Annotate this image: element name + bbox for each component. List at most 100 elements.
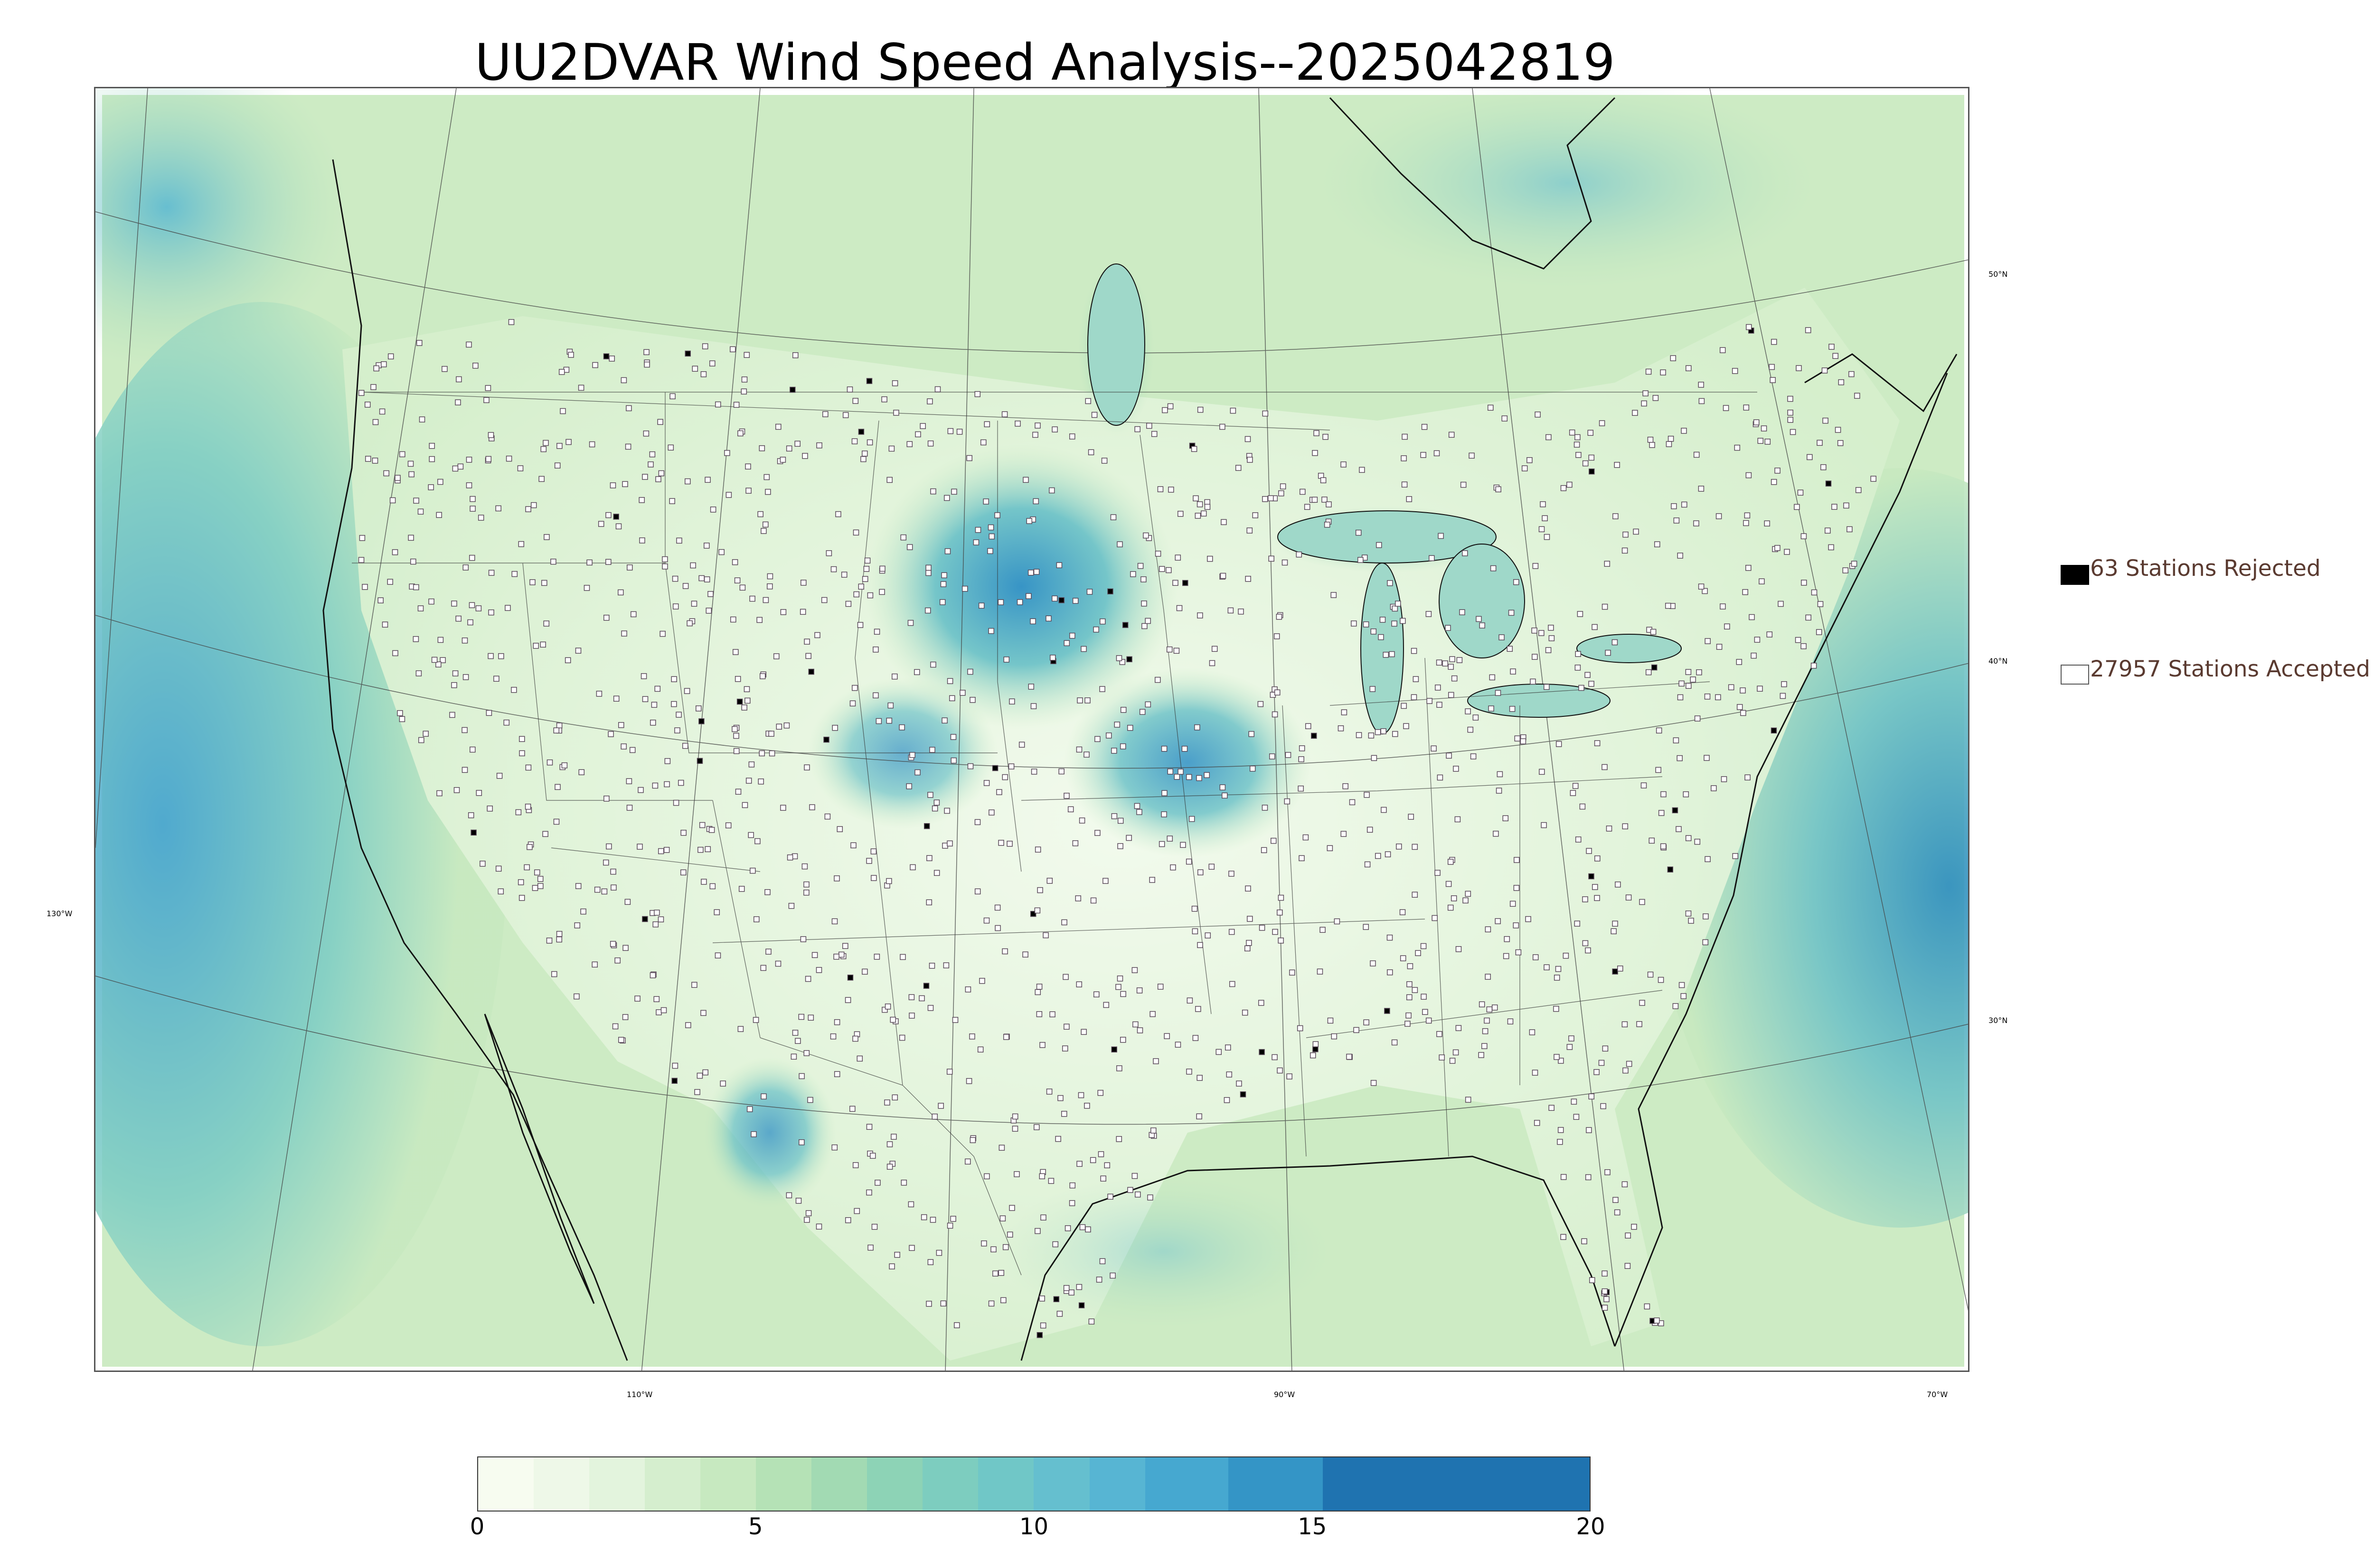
station-accepted <box>1115 984 1121 990</box>
station-accepted <box>1678 982 1685 988</box>
station-accepted <box>966 455 972 461</box>
station-accepted <box>553 727 560 733</box>
station-accepted <box>927 398 933 404</box>
station-accepted <box>413 584 419 591</box>
station-accepted <box>1299 745 1305 751</box>
station-accepted <box>435 661 442 667</box>
station-accepted <box>1579 803 1586 810</box>
station-accepted <box>1002 948 1008 955</box>
station-accepted <box>930 1217 936 1223</box>
station-accepted <box>914 769 921 776</box>
station-accepted <box>1406 496 1413 502</box>
station-accepted <box>800 936 807 942</box>
station-accepted <box>967 668 973 675</box>
station-accepted <box>565 439 572 445</box>
station-accepted <box>1094 736 1101 742</box>
station-accepted <box>761 1093 767 1099</box>
station-accepted <box>537 883 544 889</box>
station-accepted <box>1571 1099 1577 1105</box>
station-accepted <box>1572 783 1579 789</box>
station-accepted <box>1594 740 1601 746</box>
station-accepted <box>1507 1018 1514 1024</box>
station-accepted <box>416 340 423 346</box>
station-accepted <box>1751 652 1757 659</box>
station-rejected <box>698 718 705 724</box>
station-accepted <box>1258 1000 1264 1006</box>
station-accepted <box>1030 703 1037 709</box>
station-accepted <box>1196 1113 1202 1119</box>
station-accepted <box>1249 765 1256 772</box>
station-rejected <box>1182 580 1188 586</box>
station-accepted <box>1396 843 1402 850</box>
station-accepted <box>1454 816 1461 823</box>
station-accepted <box>1495 918 1501 924</box>
station-accepted <box>1602 1045 1609 1052</box>
station-accepted <box>1381 807 1387 813</box>
station-accepted <box>1277 909 1283 916</box>
station-accepted <box>1003 1034 1009 1040</box>
station-accepted <box>511 686 517 693</box>
station-rejected <box>1588 873 1594 880</box>
station-accepted <box>1380 728 1386 734</box>
colorbar-tick-label: 20 <box>1576 1513 1605 1540</box>
meridian-80w <box>1472 88 1625 1371</box>
station-accepted <box>1370 960 1376 967</box>
station-accepted <box>1436 659 1442 666</box>
station-accepted <box>639 497 645 503</box>
station-accepted <box>1472 714 1479 721</box>
station-accepted <box>618 722 624 728</box>
station-accepted <box>1204 504 1211 510</box>
station-accepted <box>871 1223 878 1230</box>
station-accepted <box>932 1113 938 1120</box>
station-accepted <box>1131 1173 1138 1179</box>
station-accepted <box>1276 613 1282 620</box>
station-accepted <box>1111 748 1117 754</box>
station-accepted <box>1103 1002 1110 1008</box>
station-accepted <box>707 591 714 597</box>
station-accepted <box>637 844 643 850</box>
station-accepted <box>1106 732 1112 739</box>
station-accepted <box>780 457 786 463</box>
station-accepted <box>949 695 955 702</box>
station-accepted <box>1502 815 1509 821</box>
station-accepted <box>540 446 547 452</box>
wind-speed-map[interactable]: 50°N 40°N 30°N <box>94 87 1969 1372</box>
station-accepted <box>1188 816 1195 822</box>
station-accepted <box>938 1103 944 1109</box>
station-accepted <box>1581 1238 1587 1245</box>
station-accepted <box>983 780 990 786</box>
station-accepted <box>879 589 885 595</box>
station-accepted <box>1577 611 1583 617</box>
station-accepted <box>1145 618 1151 624</box>
station-accepted <box>672 575 678 582</box>
station-accepted <box>1574 920 1581 927</box>
station-accepted <box>1002 1244 1009 1250</box>
station-accepted <box>983 498 989 505</box>
station-accepted <box>1272 929 1278 935</box>
station-accepted <box>1497 771 1503 778</box>
station-accepted <box>1094 830 1101 836</box>
station-accepted <box>803 881 810 888</box>
station-accepted <box>452 670 459 676</box>
station-accepted <box>1800 533 1807 539</box>
station-accepted <box>610 482 616 488</box>
station-accepted <box>845 997 851 1003</box>
station-accepted <box>1127 724 1133 731</box>
station-accepted <box>1136 809 1142 815</box>
station-accepted <box>1245 576 1251 582</box>
station-accepted <box>1573 441 1580 448</box>
station-accepted <box>1690 676 1696 683</box>
station-accepted <box>1545 434 1552 441</box>
station-accepted <box>929 747 935 753</box>
station-accepted <box>466 457 472 463</box>
station-accepted <box>639 537 645 544</box>
station-accepted <box>1622 1067 1629 1074</box>
station-accepted <box>1359 467 1365 473</box>
station-accepted <box>1375 853 1381 859</box>
station-accepted <box>1048 1178 1055 1184</box>
station-accepted <box>1404 1021 1411 1027</box>
station-accepted <box>605 512 612 518</box>
station-accepted <box>1732 368 1738 374</box>
station-accepted <box>1324 521 1330 528</box>
station-accepted <box>1743 404 1750 411</box>
